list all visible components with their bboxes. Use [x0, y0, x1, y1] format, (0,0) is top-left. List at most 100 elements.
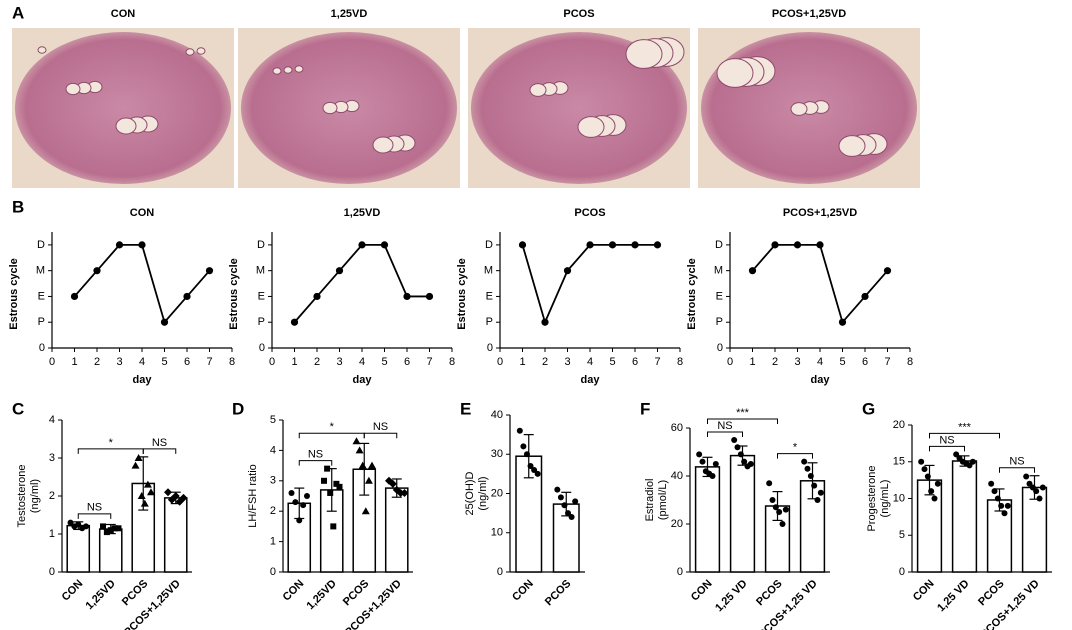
y-tick-label: D [485, 239, 493, 251]
bar [98, 528, 123, 573]
data-point [336, 483, 343, 490]
point [183, 292, 191, 301]
data-point [103, 529, 110, 536]
y-axis-label: (ng/mL) [879, 480, 891, 518]
data-point [107, 527, 114, 534]
data-point [699, 458, 706, 465]
significance-label: NS [152, 437, 167, 449]
data-point [769, 497, 776, 503]
y-tick-label: P [486, 316, 493, 328]
significance-label: * [793, 442, 798, 454]
x-tick-label: 6 [404, 356, 410, 368]
x-tick-label: 7 [654, 356, 660, 368]
x-tick-label: 0 [497, 356, 503, 368]
point [861, 292, 869, 301]
point [631, 241, 639, 249]
follicle [625, 39, 663, 69]
point [518, 241, 527, 249]
line [751, 243, 889, 325]
data-point [931, 495, 938, 502]
data-point [731, 437, 738, 443]
follicle [529, 83, 547, 97]
x-axis-label: day [581, 374, 601, 386]
y-tick-label: 0 [677, 566, 683, 578]
y-axis-label: Estrous cycle [8, 258, 20, 330]
data-point [811, 482, 818, 489]
y-tick-label: 40 [671, 470, 683, 482]
data-point [333, 480, 340, 487]
y-tick-label: 20 [491, 487, 503, 499]
data-point [520, 443, 527, 450]
chart-title: PCOS [574, 207, 605, 219]
point [138, 241, 146, 249]
data-point [134, 454, 143, 461]
data-point [1036, 495, 1043, 502]
data-point [561, 502, 568, 509]
follicle [196, 47, 206, 55]
panel-label: B [12, 197, 24, 216]
point [335, 267, 344, 275]
follicle [37, 46, 47, 54]
histology-image [698, 28, 920, 188]
y-axis-label: Progesterone [866, 465, 878, 531]
y-axis-label: Testosterone [16, 465, 28, 528]
data-point [747, 461, 754, 467]
significance-bracket [929, 445, 965, 452]
bar [66, 524, 91, 573]
data-point [782, 506, 789, 513]
data-point [924, 473, 931, 480]
y-tick-label: M [714, 265, 723, 277]
significance-label: * [330, 421, 335, 433]
data-point [531, 466, 538, 473]
point [358, 241, 366, 249]
bar [694, 466, 721, 573]
x-tick-label: 4 [139, 356, 145, 368]
x-tick-label: PCOS [120, 578, 151, 609]
data-point [352, 437, 361, 445]
point [608, 241, 617, 249]
data-point [807, 473, 814, 479]
data-point [554, 486, 561, 493]
data-point [292, 499, 299, 506]
significance-bracket [77, 448, 144, 454]
follicle [115, 117, 137, 135]
x-tick-label: 5 [609, 356, 615, 368]
data-point [75, 521, 82, 528]
data-point [321, 477, 328, 484]
significance-bracket [707, 418, 778, 424]
chart-title: CON [130, 207, 155, 219]
follicle [65, 82, 81, 96]
x-tick-label: 1,25VD [83, 578, 117, 612]
y-tick-label: 0 [270, 566, 276, 578]
y-tick-label: 20 [671, 518, 683, 530]
data-point [367, 461, 376, 469]
y-tick-label: P [258, 316, 265, 328]
x-tick-label: 0 [727, 356, 733, 368]
panel-label: F [640, 399, 650, 418]
point [115, 241, 124, 249]
point [748, 267, 757, 275]
follicle [272, 67, 282, 75]
panel-label: A [12, 3, 24, 22]
significance-bracket [707, 431, 743, 437]
y-tick-label: 2 [270, 505, 276, 517]
x-tick-label: 4 [359, 356, 365, 368]
x-tick-label: CON [281, 578, 307, 604]
data-point [568, 514, 575, 521]
point [793, 241, 802, 249]
chart-title: PCOS+1,25VD [783, 207, 857, 219]
bar [729, 454, 756, 573]
y-tick-label: M [256, 265, 265, 277]
data-point [994, 495, 1001, 502]
data-point [572, 498, 579, 505]
significance-bracket [142, 448, 177, 454]
x-axis-label: day [353, 374, 373, 386]
image-title: PCOS+1,25VD [772, 8, 846, 20]
x-tick-label: 2 [94, 356, 100, 368]
data-point [918, 458, 925, 465]
y-axis-label: (ng/ml) [29, 479, 41, 513]
y-axis-label: Estrous cycle [686, 258, 698, 330]
data-point [772, 504, 779, 511]
x-tick-label: 7 [206, 356, 212, 368]
data-point [766, 480, 773, 487]
